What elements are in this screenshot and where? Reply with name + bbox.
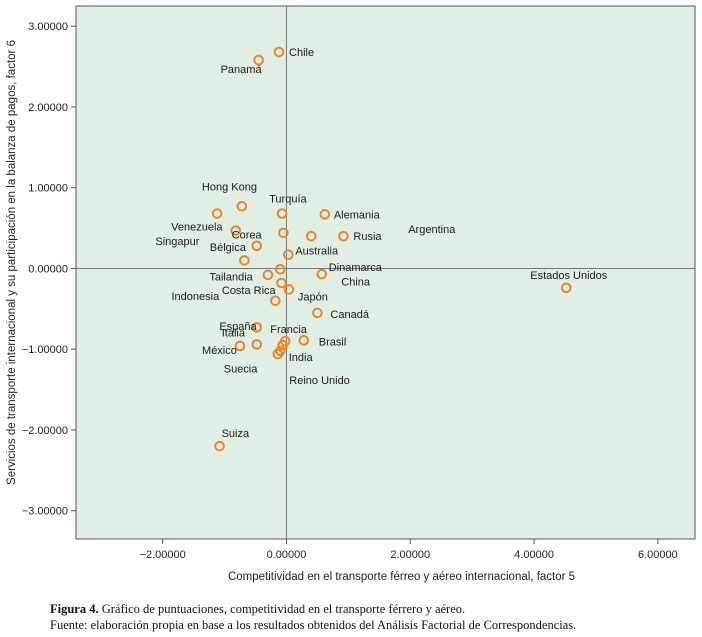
figure-caption: Figura 4. Gráfico de puntuaciones, compe… bbox=[50, 601, 695, 633]
caption-title-line: Figura 4. Gráfico de puntuaciones, compe… bbox=[50, 601, 695, 617]
x-tick-label: 2.00000 bbox=[390, 549, 430, 561]
point-labels: Chile Panamá Hong Kong Turquía Alemania Venez… bbox=[155, 47, 607, 440]
data-point bbox=[278, 227, 289, 239]
y-tick-label: −1.00000 bbox=[22, 344, 68, 356]
point-label: Reino Unido bbox=[289, 375, 350, 387]
point-label: Francia bbox=[270, 324, 308, 336]
data-point bbox=[270, 295, 281, 307]
data-point bbox=[560, 282, 572, 294]
plot-area bbox=[75, 5, 696, 540]
x-tick-label: −2.00000 bbox=[140, 549, 186, 561]
point-label: Hong Kong bbox=[202, 181, 257, 193]
data-point bbox=[338, 230, 349, 242]
data-point bbox=[214, 440, 225, 452]
y-tick-label: 3.00000 bbox=[28, 21, 68, 33]
data-points bbox=[211, 46, 572, 452]
data-point bbox=[239, 255, 250, 266]
point-label: Rusia bbox=[353, 231, 382, 243]
point-label: Turquía bbox=[269, 194, 307, 206]
figure-label: Figura 4. bbox=[50, 602, 99, 616]
data-point bbox=[276, 277, 287, 289]
point-label: Suecia bbox=[224, 363, 259, 375]
data-point bbox=[273, 46, 285, 58]
point-label: México bbox=[202, 345, 237, 357]
data-point bbox=[277, 339, 289, 351]
figure-source: Fuente: elaboración propia en base a los… bbox=[50, 618, 577, 632]
data-point bbox=[319, 209, 331, 220]
data-point bbox=[274, 263, 286, 275]
y-tick-label: 2.00000 bbox=[28, 102, 68, 114]
point-label: China bbox=[341, 276, 371, 288]
data-point bbox=[305, 230, 317, 242]
data-point bbox=[253, 54, 264, 66]
point-label: Canadá bbox=[330, 309, 369, 321]
data-point bbox=[283, 284, 295, 295]
x-tick-label: 4.00000 bbox=[514, 549, 554, 561]
point-label: Estados Unidos bbox=[530, 270, 608, 282]
data-point bbox=[230, 225, 242, 236]
point-label: Bélgica bbox=[210, 242, 247, 254]
point-label: Dinamarca bbox=[329, 262, 383, 274]
y-axis-ticks: 3.00000 2.00000 1.00000 0.00000 −1.00000 −2.0… bbox=[22, 21, 76, 518]
data-point bbox=[298, 335, 310, 346]
point-label: Chile bbox=[289, 47, 314, 59]
point-label: Japón bbox=[298, 291, 328, 303]
point-label: India bbox=[289, 352, 314, 364]
x-axis-ticks: −2.00000 0.00000 2.00000 4.00000 6.00000 bbox=[140, 539, 678, 561]
data-point bbox=[251, 240, 263, 252]
point-label: Tailandia bbox=[209, 271, 253, 283]
y-tick-label: 1.00000 bbox=[28, 183, 68, 195]
point-label: Corea bbox=[232, 230, 263, 242]
point-label: Italia bbox=[222, 327, 246, 339]
point-label: Venezuela bbox=[171, 222, 223, 234]
point-label: Singapur bbox=[155, 236, 199, 248]
y-tick-label: 0.00000 bbox=[28, 263, 68, 275]
y-axis-title: Servicios de transporte internacional y … bbox=[6, 40, 18, 485]
data-point bbox=[283, 249, 294, 261]
figure-title: Gráfico de puntuaciones, competitividad … bbox=[101, 602, 466, 616]
y-tick-label: −2.00000 bbox=[22, 425, 68, 437]
scatter-chart: −2.00000 0.00000 2.00000 4.00000 6.00000 3.0… bbox=[6, 5, 696, 583]
point-label: Panamá bbox=[221, 64, 263, 76]
x-tick-label: 6.00000 bbox=[638, 549, 678, 561]
point-label: Suiza bbox=[222, 428, 250, 440]
reference-lines bbox=[76, 6, 695, 539]
point-label: Brasil bbox=[319, 336, 347, 348]
data-point bbox=[234, 340, 246, 352]
point-label: Alemania bbox=[334, 209, 381, 221]
point-label: Indonesia bbox=[172, 291, 221, 303]
data-point bbox=[276, 208, 288, 219]
point-label: Argentina bbox=[408, 224, 456, 236]
point-label: Costa Rica bbox=[222, 285, 277, 297]
data-point bbox=[236, 200, 248, 212]
data-point bbox=[316, 268, 328, 280]
point-label: Australia bbox=[295, 246, 339, 258]
data-point bbox=[251, 322, 263, 333]
data-point bbox=[272, 348, 284, 360]
x-tick-label: 0.00000 bbox=[267, 549, 307, 561]
y-tick-label: −3.00000 bbox=[22, 506, 68, 518]
x-axis-title: Competitividad en el transporte férreo y… bbox=[228, 571, 575, 583]
data-point bbox=[251, 339, 263, 350]
data-point bbox=[211, 208, 223, 219]
point-label: España bbox=[219, 321, 257, 333]
data-point bbox=[312, 307, 323, 319]
data-point bbox=[262, 269, 274, 281]
